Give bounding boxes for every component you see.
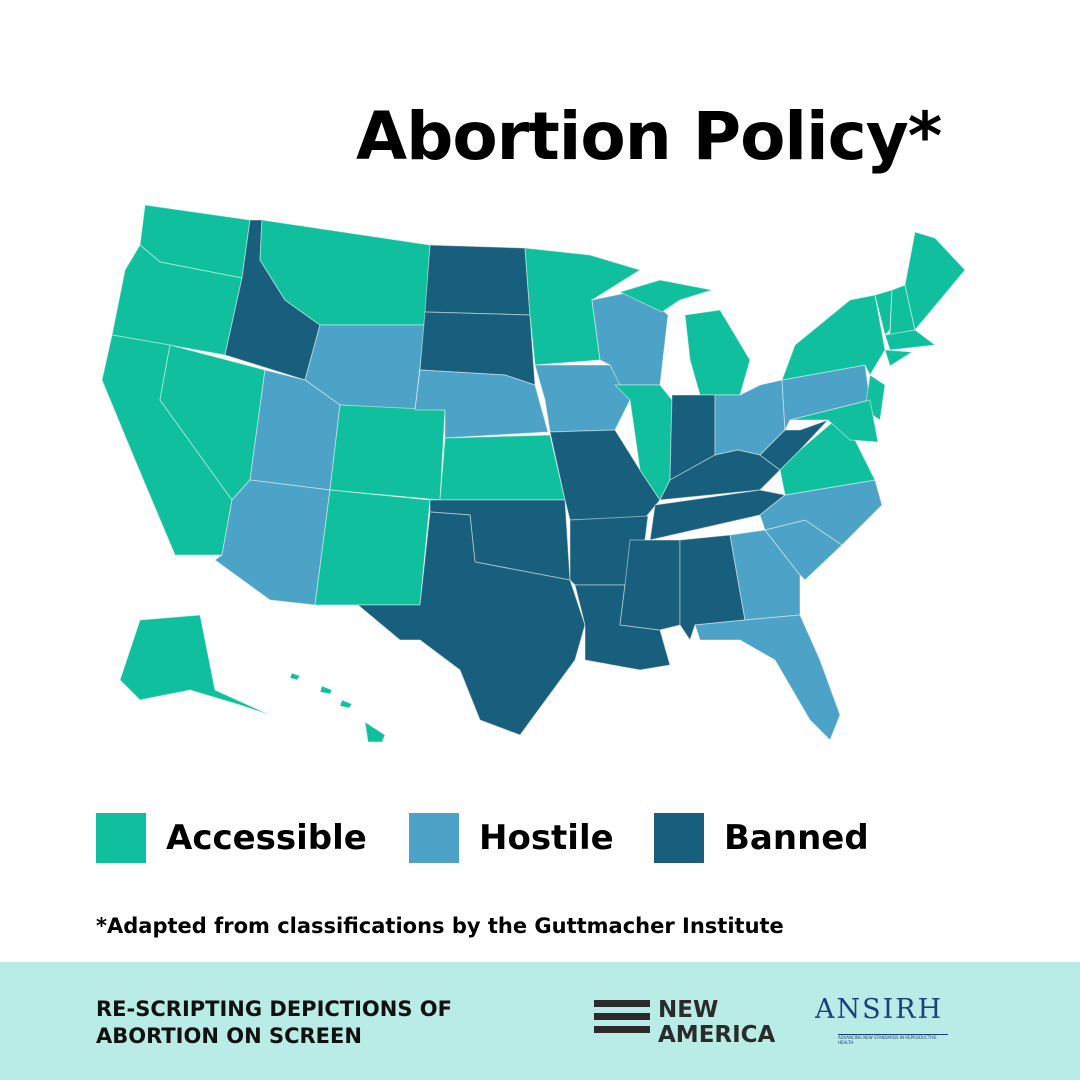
state bbox=[424, 244, 531, 316]
state bbox=[618, 279, 713, 313]
legend-item: Hostile bbox=[409, 813, 614, 863]
legend-item: Banned bbox=[654, 813, 869, 863]
footer: RE-SCRIPTING DEPICTIONS OF ABORTION ON S… bbox=[0, 962, 1080, 1080]
legend-label: Hostile bbox=[479, 818, 614, 858]
state bbox=[549, 429, 661, 521]
state bbox=[874, 289, 893, 336]
legend-swatch bbox=[96, 813, 146, 863]
title: Abortion Policy* bbox=[356, 98, 942, 175]
state bbox=[764, 519, 843, 581]
us-map bbox=[101, 204, 966, 743]
state bbox=[414, 369, 549, 439]
logo-text: NEW bbox=[658, 997, 719, 1023]
state bbox=[319, 685, 333, 695]
state bbox=[789, 399, 879, 443]
state bbox=[884, 349, 914, 367]
state bbox=[329, 404, 446, 501]
legend-label: Accessible bbox=[166, 818, 367, 858]
footer-text: RE-SCRIPTING DEPICTIONS OF ABORTION ON S… bbox=[96, 997, 452, 1048]
state bbox=[214, 479, 331, 606]
state bbox=[684, 309, 751, 396]
new-america-logo: NEW AMERICA bbox=[594, 998, 775, 1048]
state bbox=[619, 539, 681, 631]
state bbox=[314, 489, 431, 606]
state bbox=[119, 614, 271, 716]
legend-item: Accessible bbox=[96, 813, 367, 863]
state bbox=[439, 434, 566, 501]
footnote: *Adapted from classifications by the Gut… bbox=[96, 914, 784, 938]
legend-label: Banned bbox=[724, 818, 869, 858]
legend-swatch bbox=[654, 813, 704, 863]
state bbox=[904, 231, 966, 332]
state bbox=[884, 329, 937, 351]
ansirh-logo: ANSIRH bbox=[815, 994, 944, 1025]
state bbox=[356, 511, 586, 736]
state bbox=[364, 720, 386, 743]
legend-swatch bbox=[409, 813, 459, 863]
state bbox=[339, 699, 353, 709]
state bbox=[694, 614, 841, 741]
state bbox=[289, 672, 301, 681]
state bbox=[781, 294, 886, 381]
logo-bars bbox=[594, 998, 650, 1048]
states bbox=[101, 204, 966, 743]
state bbox=[574, 584, 671, 671]
logo-text: AMERICA bbox=[658, 1022, 776, 1048]
ansirh-tagline: ADVANCING NEW STANDARDS IN REPRODUCTIVE … bbox=[838, 1034, 948, 1045]
